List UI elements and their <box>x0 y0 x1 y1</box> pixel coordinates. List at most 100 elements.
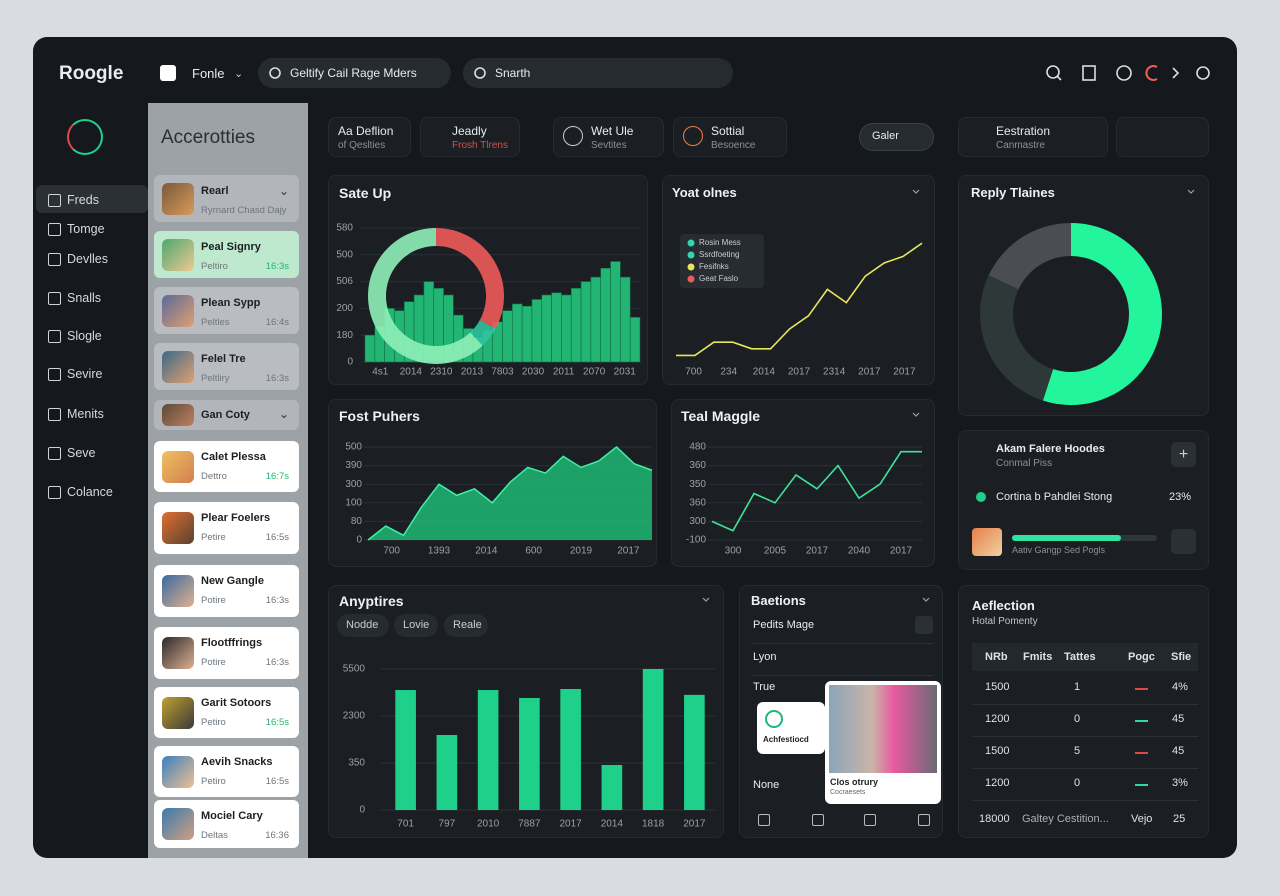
x-tick-label: 1818 <box>642 819 665 830</box>
avatar <box>162 294 194 327</box>
table-cell: 1200 <box>985 713 1010 725</box>
list-item[interactable]: New Gangle Potire 16:3s <box>154 565 299 617</box>
search-filter[interactable] <box>258 58 451 88</box>
table-footer: Galtey Cestition... <box>1022 813 1109 825</box>
add-button[interactable]: + <box>1171 442 1196 467</box>
progress-track <box>1012 535 1157 541</box>
filter-chip[interactable] <box>337 614 389 637</box>
x-tick-label: 7803 <box>491 367 514 378</box>
table-footer: 18000 <box>979 813 1010 825</box>
list-item[interactable]: Rearl Ryrnard Chasd Dajy ⌄ <box>154 175 299 222</box>
donut-segment <box>470 320 496 346</box>
photo-card[interactable]: Clos otrury Cocraesets <box>825 681 941 804</box>
nav-icon <box>48 486 61 499</box>
search-box[interactable] <box>463 58 733 88</box>
chip-sub: Besoence <box>711 140 756 151</box>
bottom-icon[interactable] <box>864 814 876 826</box>
panel-title: Reply Tlaines <box>971 185 1055 200</box>
stat-dot <box>976 492 986 502</box>
nav-item[interactable]: Seve <box>67 446 96 460</box>
search-filter-text: Geltify Cail Rage Mders <box>290 66 417 80</box>
panel-title: Fost Puhers <box>339 408 420 424</box>
item-sub: Deltas <box>201 830 228 841</box>
x-tick-label: 2014 <box>753 367 776 378</box>
table-header: Sfie <box>1171 651 1192 663</box>
list-item[interactable]: Peal Signry Peltiro 16:3s <box>154 231 299 278</box>
table-cell: 1500 <box>985 681 1010 693</box>
item-time: 16:5s <box>265 532 289 543</box>
y-tick-label: 360 <box>689 497 706 508</box>
account-name[interactable]: Fonle <box>192 66 225 81</box>
bar <box>590 276 602 363</box>
nav-item[interactable]: Colance <box>67 485 113 499</box>
action-item[interactable]: None <box>753 779 780 791</box>
item-name: Aevih Snacks <box>201 756 273 768</box>
list-item[interactable]: Gan Coty ⌄ <box>154 400 299 430</box>
x-tick-label: 2014 <box>601 819 624 830</box>
filter-chip[interactable] <box>444 614 488 637</box>
nav-icon <box>48 223 61 236</box>
legend-swatch <box>687 251 695 259</box>
nav-item[interactable]: Freds <box>67 193 99 207</box>
chip-sub: Canmastre <box>996 140 1045 151</box>
x-tick-label: 700 <box>685 367 702 378</box>
bar <box>364 334 376 363</box>
avatar <box>162 696 194 729</box>
list-item[interactable]: Plean Sypp Peltles 16:4s <box>154 287 299 334</box>
list-item[interactable]: Garit Sotoors Petiro 16:5s <box>154 687 299 738</box>
filter-button[interactable] <box>859 123 934 151</box>
action-item[interactable]: Pedits Mage <box>753 619 815 631</box>
action-item[interactable]: Lyon <box>753 651 777 663</box>
legend-label: Geat Faslo <box>699 274 739 283</box>
chip-icons[interactable] <box>1116 117 1209 157</box>
filter-chip-text: Reale <box>453 619 482 631</box>
chip[interactable] <box>328 117 411 157</box>
x-tick-label: 2017 <box>858 367 881 378</box>
bar <box>551 292 562 363</box>
list-item[interactable]: Calet Plessa Dettro 16:7s <box>154 441 299 492</box>
item-caret: ⌄ <box>278 184 289 198</box>
list-item[interactable]: Felel Tre Peltliry 16:3s <box>154 343 299 390</box>
x-tick-label: 2030 <box>522 367 545 378</box>
item-time: 16:36 <box>265 830 289 841</box>
avatar <box>162 182 194 215</box>
action-item[interactable]: True <box>753 681 776 693</box>
table-cell: 3% <box>1172 777 1188 789</box>
nav-item[interactable]: Menits <box>67 407 104 421</box>
nav-item[interactable]: Devlles <box>67 252 108 266</box>
row-divider <box>972 704 1198 705</box>
x-tick-label: 2017 <box>683 819 706 830</box>
chip-title: Eestration <box>996 124 1051 138</box>
nav-icon <box>48 292 61 305</box>
list-item[interactable]: Plear Foelers Petire 16:5s <box>154 502 299 554</box>
list-item[interactable]: Aevih Snacks Petiro 16:5s <box>154 746 299 797</box>
item-name: Garit Sotoors <box>201 697 272 709</box>
nav-item[interactable]: Slogle <box>67 329 102 343</box>
item-sub: Ryrnard Chasd Dajy <box>201 205 287 216</box>
bottom-icon[interactable] <box>918 814 930 826</box>
share-button[interactable] <box>1171 529 1196 554</box>
nav-item[interactable]: Snalls <box>67 291 102 305</box>
chip[interactable] <box>420 117 520 157</box>
photo <box>829 685 937 773</box>
progress-fill <box>1012 535 1121 541</box>
profile-avatar[interactable] <box>67 119 103 155</box>
filter-chip[interactable] <box>394 614 438 637</box>
x-tick-label: 7887 <box>518 819 541 830</box>
action-button[interactable] <box>915 616 933 634</box>
bar <box>629 317 641 363</box>
bar <box>570 287 582 363</box>
chip[interactable] <box>958 117 1108 157</box>
donut-segment <box>980 275 1054 401</box>
x-tick-label: 2314 <box>823 367 846 378</box>
list-item[interactable]: Mociel Cary Deltas 16:36 <box>154 800 299 848</box>
nav-item[interactable]: Tomge <box>67 222 105 236</box>
bottom-icon[interactable] <box>812 814 824 826</box>
bottom-icon[interactable] <box>758 814 770 826</box>
list-item[interactable]: Flootffrings Potire 16:3s <box>154 627 299 679</box>
item-sub: Petiro <box>201 717 226 728</box>
y-tick-label: 360 <box>689 460 706 471</box>
panel-title: Sate Up <box>339 185 392 201</box>
nav-item[interactable]: Sevire <box>67 367 103 381</box>
